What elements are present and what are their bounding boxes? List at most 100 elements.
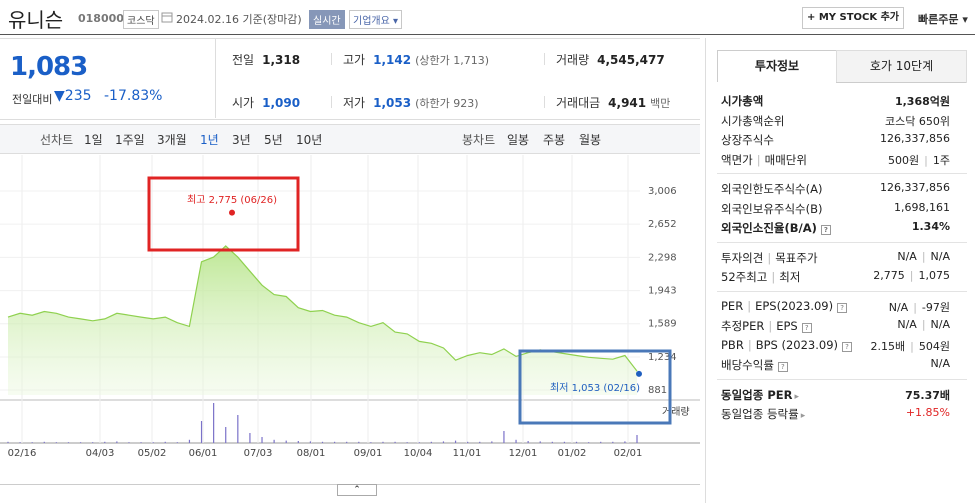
low-dot (636, 370, 642, 377)
info-value: 1,368억원 (895, 93, 950, 109)
quote-label: 고가 (343, 53, 366, 67)
label: 시가총액 (721, 94, 764, 108)
period-tab[interactable]: 1일 (84, 133, 103, 147)
info-label: 상장주식수 (721, 132, 774, 148)
label: 동일업종 PER (721, 387, 793, 402)
value: N/A (897, 318, 917, 331)
quote-cell: 시가 1,090 (232, 94, 300, 111)
candle-tab[interactable]: 일봉 (507, 133, 530, 147)
x-tick-label: 02/01 (614, 448, 643, 459)
collapse-button[interactable]: ⌃ (337, 484, 377, 496)
x-tick-label: 05/02 (138, 448, 167, 459)
value: 504원 (918, 339, 950, 353)
volume-bar (394, 441, 396, 443)
link-arrow: ▸ (800, 411, 806, 421)
x-tick-label: 09/01 (354, 448, 383, 459)
period-tab[interactable]: 10년 (296, 133, 323, 147)
quote-value: 4,941 (608, 96, 647, 110)
volume-bar (442, 441, 445, 443)
info-label: 추정PER | EPS? (721, 318, 812, 334)
label: PBR (721, 337, 744, 352)
candle-tab[interactable]: 주봉 (543, 133, 566, 147)
info-label: 외국인한도주식수(A) (721, 181, 822, 197)
separator: | (747, 337, 752, 352)
volume-bar (636, 435, 638, 443)
y-tick-label: 2,652 (648, 219, 677, 230)
quote-note: 백만 (650, 97, 671, 110)
label: PER (721, 298, 744, 313)
value: N/A (897, 249, 917, 263)
y-tick-label: 1,234 (648, 352, 677, 363)
info-value: N/A | -97원 (889, 299, 950, 315)
separator: | (767, 250, 772, 265)
label: 상장주식수 (721, 133, 774, 147)
separator: | (921, 318, 926, 331)
volume-bar (213, 403, 215, 443)
current-price: 1,083 (10, 52, 88, 82)
separator: | (910, 339, 914, 353)
quote-value: 1,053 (373, 96, 412, 110)
volume-bar (104, 441, 106, 443)
period-tab[interactable]: 5년 (264, 133, 283, 147)
volume-bar (358, 441, 360, 443)
volume-bar (467, 441, 469, 443)
quote-value: 1,142 (373, 53, 412, 67)
period-tab[interactable]: 1년 (200, 133, 219, 147)
volume-bar (491, 441, 493, 443)
volume-bar (321, 441, 324, 443)
label: EPS (776, 319, 798, 333)
value: 126,337,856 (880, 132, 950, 145)
volume-bar (600, 441, 602, 443)
candle-tab[interactable]: 월봉 (579, 133, 602, 147)
value: 2.15배 (870, 339, 906, 353)
separator: | (771, 270, 776, 284)
volume-bar (92, 442, 94, 443)
period-tab[interactable]: 3개월 (157, 133, 187, 147)
volume-bar (418, 442, 420, 443)
help-icon: ? (801, 323, 812, 333)
divider (331, 96, 332, 108)
volume-bar (43, 441, 45, 443)
low-text: 최저 1,053 (02/16) (550, 382, 640, 394)
divider (215, 39, 216, 118)
realtime-badge[interactable]: 실시간 (309, 10, 345, 29)
mystock-button[interactable]: + MY STOCK 추가 (802, 7, 904, 29)
volume-bar (515, 439, 517, 443)
value: 1.34% (911, 220, 950, 233)
label: 시가총액순위 (721, 113, 785, 128)
volume-bar (382, 441, 384, 443)
separator (717, 290, 967, 292)
change-label: 전일대비 (12, 93, 53, 106)
value: -97원 (921, 300, 950, 314)
period-tab[interactable]: 3년 (232, 133, 251, 147)
info-tab[interactable]: 호가 10단계 (836, 50, 967, 83)
info-label: 동일업종 PER ▸ (721, 387, 799, 403)
quote-label: 전일 (232, 53, 255, 67)
overview-dropdown[interactable]: 기업개요 ▾ (349, 10, 403, 29)
info-tab[interactable]: 투자정보 (717, 50, 837, 82)
info-value: 2,775 | 1,075 (873, 269, 950, 282)
x-tick-label: 01/02 (558, 448, 587, 459)
period-tab[interactable]: 1주일 (115, 133, 145, 147)
volume-bar (527, 441, 529, 443)
volume-bar (346, 441, 348, 443)
volume-bar (563, 441, 566, 443)
volume-bar (55, 442, 57, 443)
value: N/A (930, 249, 950, 263)
label: 투자의견 (721, 250, 764, 265)
volume-bar (333, 441, 336, 443)
help-icon: ? (777, 362, 788, 372)
info-value: +1.85% (906, 406, 950, 419)
value: 500원 (888, 153, 920, 167)
volume-bar (551, 441, 553, 443)
market-badge: 코스닥 (123, 10, 159, 29)
value: 2,775 (873, 269, 905, 282)
volume-bar (588, 442, 590, 443)
volume-bar (200, 421, 203, 443)
tab-label: 봉차트 (462, 133, 496, 147)
chart-tabs (0, 124, 700, 154)
quick-order[interactable]: 빠른주문 ▾ (918, 13, 968, 26)
volume-bar (273, 439, 275, 443)
quote-label: 저가 (343, 96, 366, 110)
x-tick-label: 06/01 (189, 448, 218, 459)
